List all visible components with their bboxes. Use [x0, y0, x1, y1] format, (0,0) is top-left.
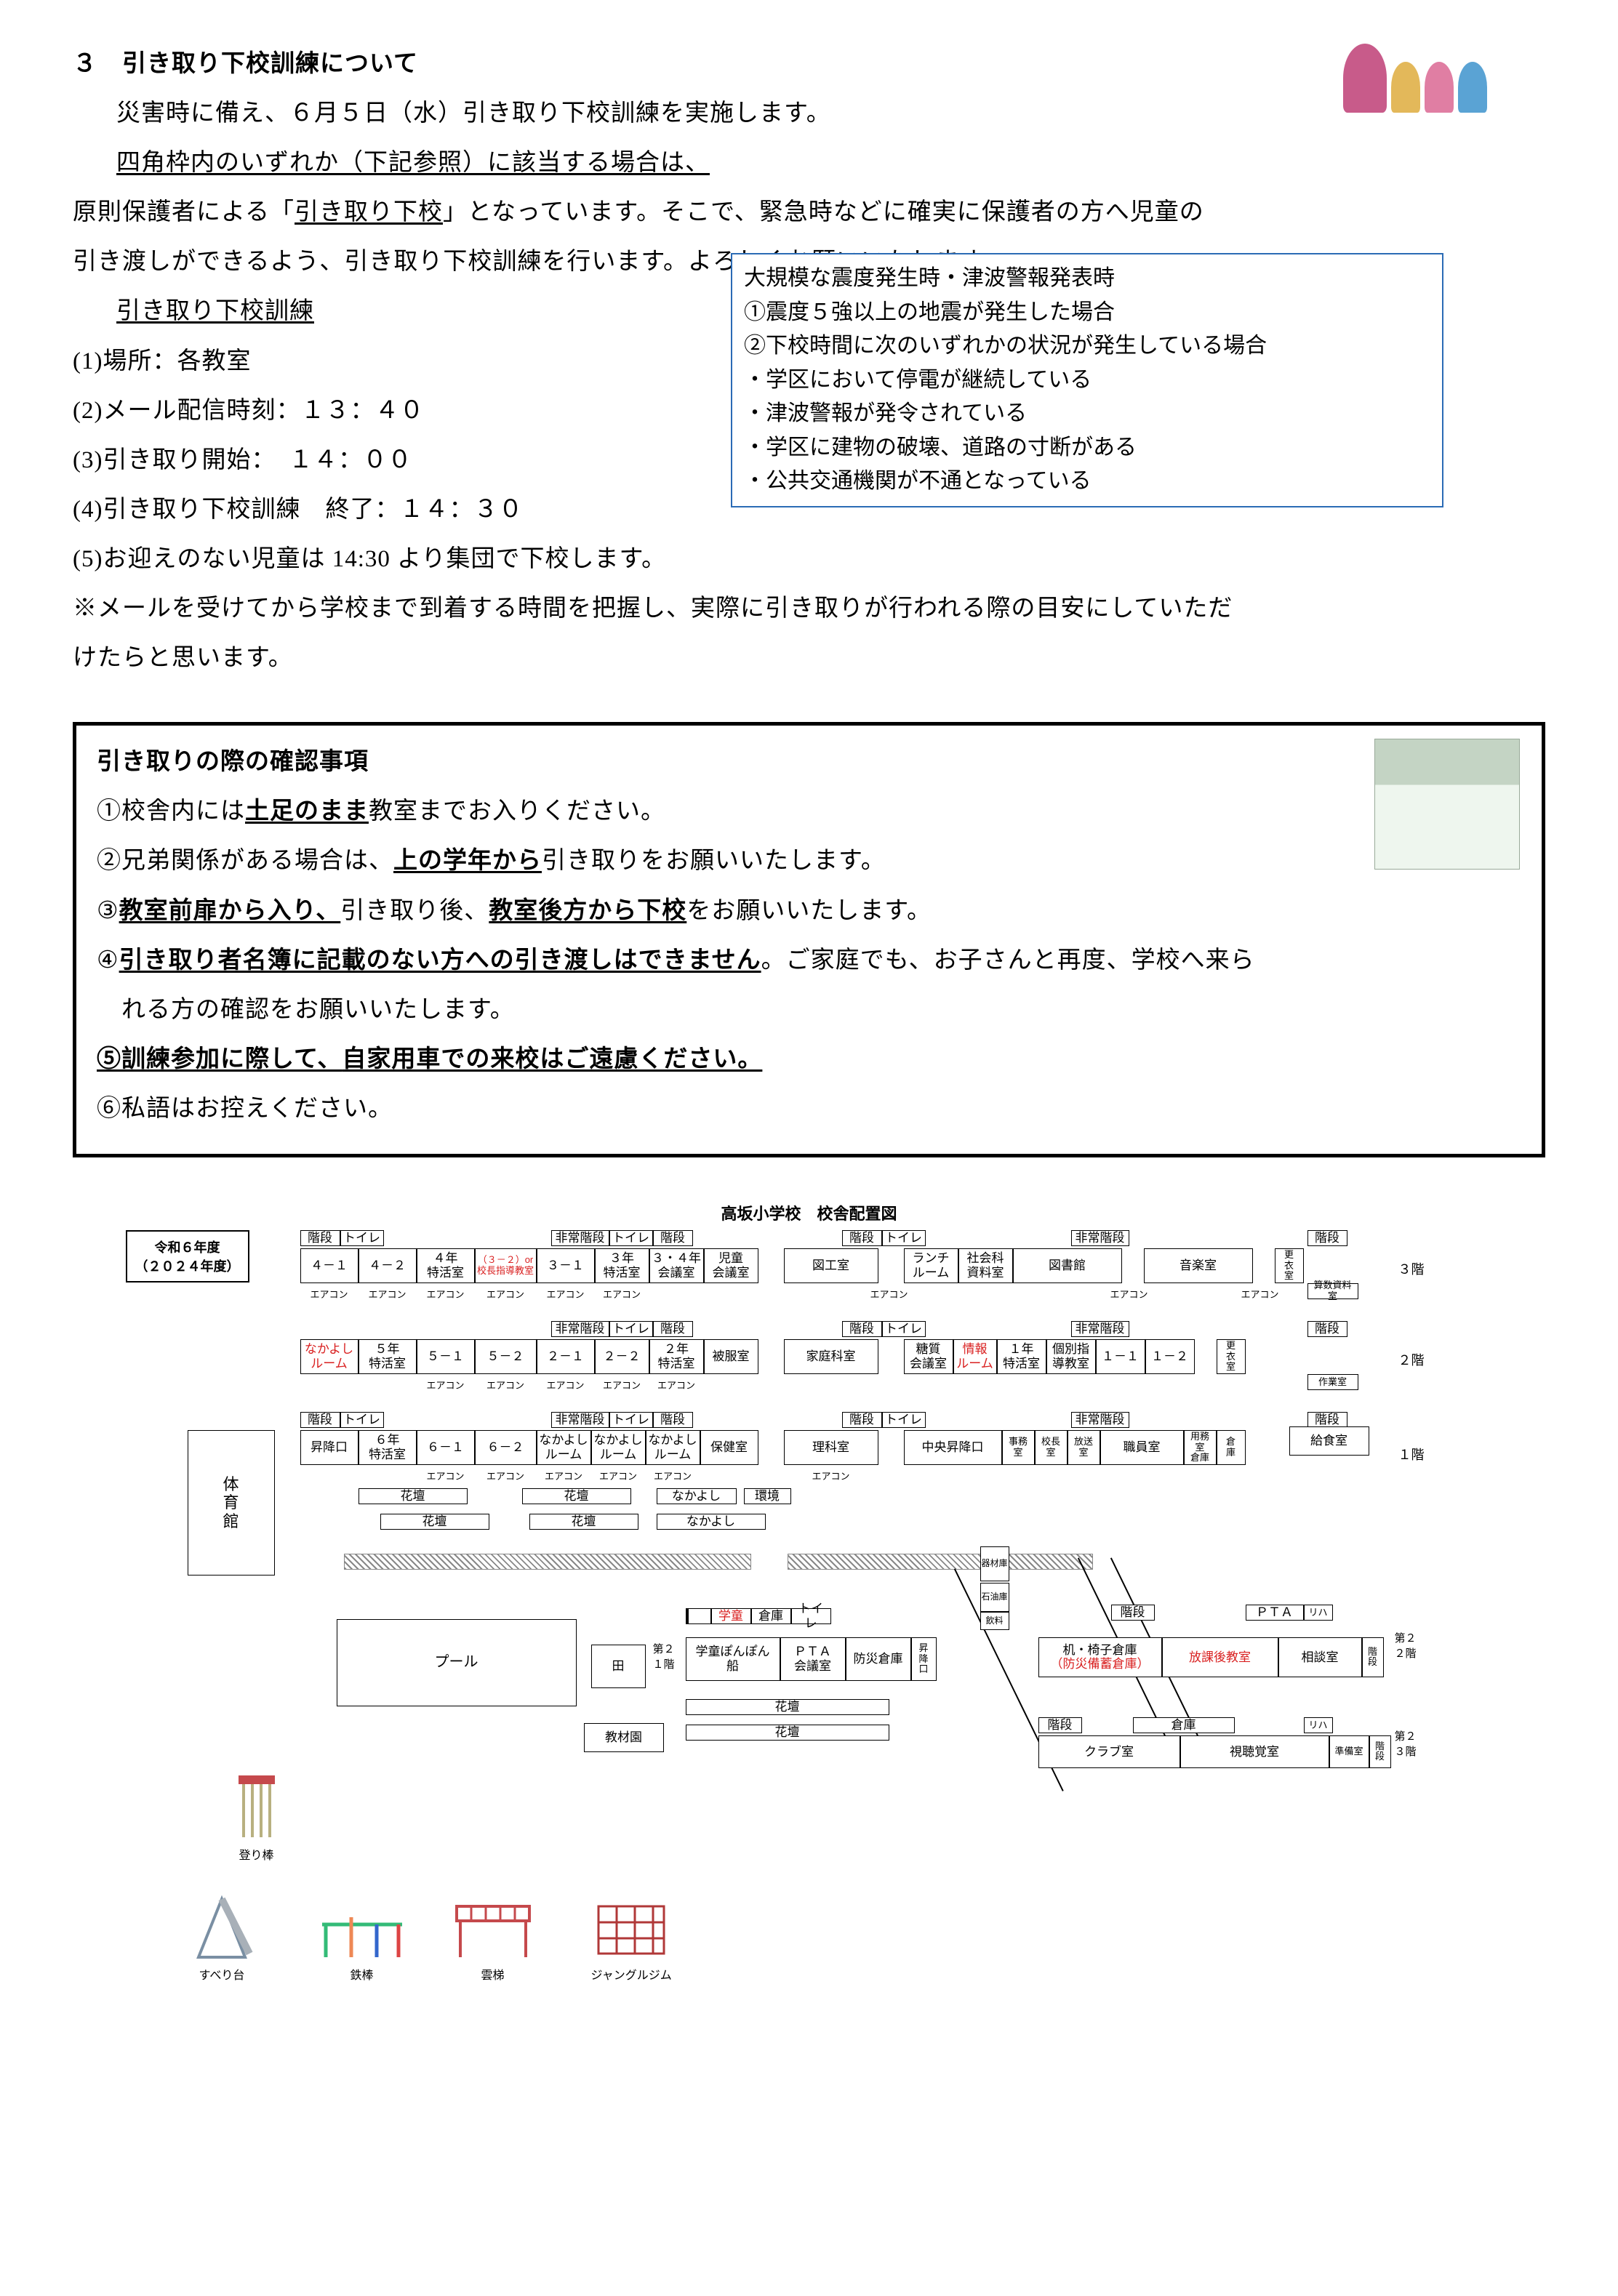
- p1: 災害時に備え、６月５日（水）引き取り下校訓練を実施します。: [73, 93, 1545, 134]
- section-heading: ３ 引き取り下校訓練について: [73, 44, 1545, 84]
- pool: プール: [337, 1619, 577, 1706]
- play-noboribou: 登り棒: [235, 1775, 279, 1863]
- play-tetsubo: 鉄棒: [315, 1914, 409, 1983]
- map-title: 高坂小学校 校舎配置図: [126, 1201, 1493, 1224]
- confirmation-box: 引き取りの際の確認事項 ①校舎内には土足のまま教室までお入りください。 ②兄弟関…: [73, 722, 1545, 1157]
- floor-1: 昇降口 ６年 特活室 ６－１ ６－２ なかよし ルーム なかよし ルーム なかよ…: [300, 1430, 1246, 1465]
- year-box: 令和６年度（２０２４年度）: [126, 1230, 249, 1283]
- family-illustration: [1343, 44, 1487, 113]
- p2: 四角枠内のいずれか（下記参照）に該当する場合は、: [73, 143, 1545, 183]
- criteria-box: 大規模な震度発生時・津波警報発表時 ①震度５強以上の地震が発生した場合 ②下校時…: [731, 253, 1443, 507]
- gymnasium: 体 育 館: [188, 1430, 275, 1576]
- note2: けたらと思います。: [73, 638, 1545, 678]
- p3: 原則保護者による「引き取り下校」となっています。そこで、緊急時などに確実に保護者…: [73, 192, 1545, 233]
- d5: (5)お迎えのない児童は 14:30 より集団で下校します。: [73, 539, 1545, 579]
- floor-2: なかよし ルーム ５年 特活室 ５－１ ５－２ ２－１ ２－２ ２年 特活室 被…: [300, 1339, 1246, 1374]
- building-map: 高坂小学校 校舎配置図 令和６年度（２０２４年度） 階段 トイレ 非常階段 トイ…: [126, 1201, 1493, 2241]
- checklist-illustration: [1374, 739, 1520, 870]
- play-jungle: ジャングルジム: [591, 1899, 672, 1983]
- note1: ※メールを受けてから学校まで到着する時間を把握し、実際に引き取りが行われる際の目…: [73, 588, 1545, 629]
- floor-3: ４－１ ４－２ ４年 特活室 （３－２）or 校長指導教室 ３－１ ３年 特活室…: [300, 1248, 1304, 1283]
- play-suberidai: すべり台: [191, 1892, 253, 1983]
- confirm-title: 引き取りの際の確認事項: [97, 742, 1521, 782]
- play-untei: 雲梯: [453, 1903, 533, 1983]
